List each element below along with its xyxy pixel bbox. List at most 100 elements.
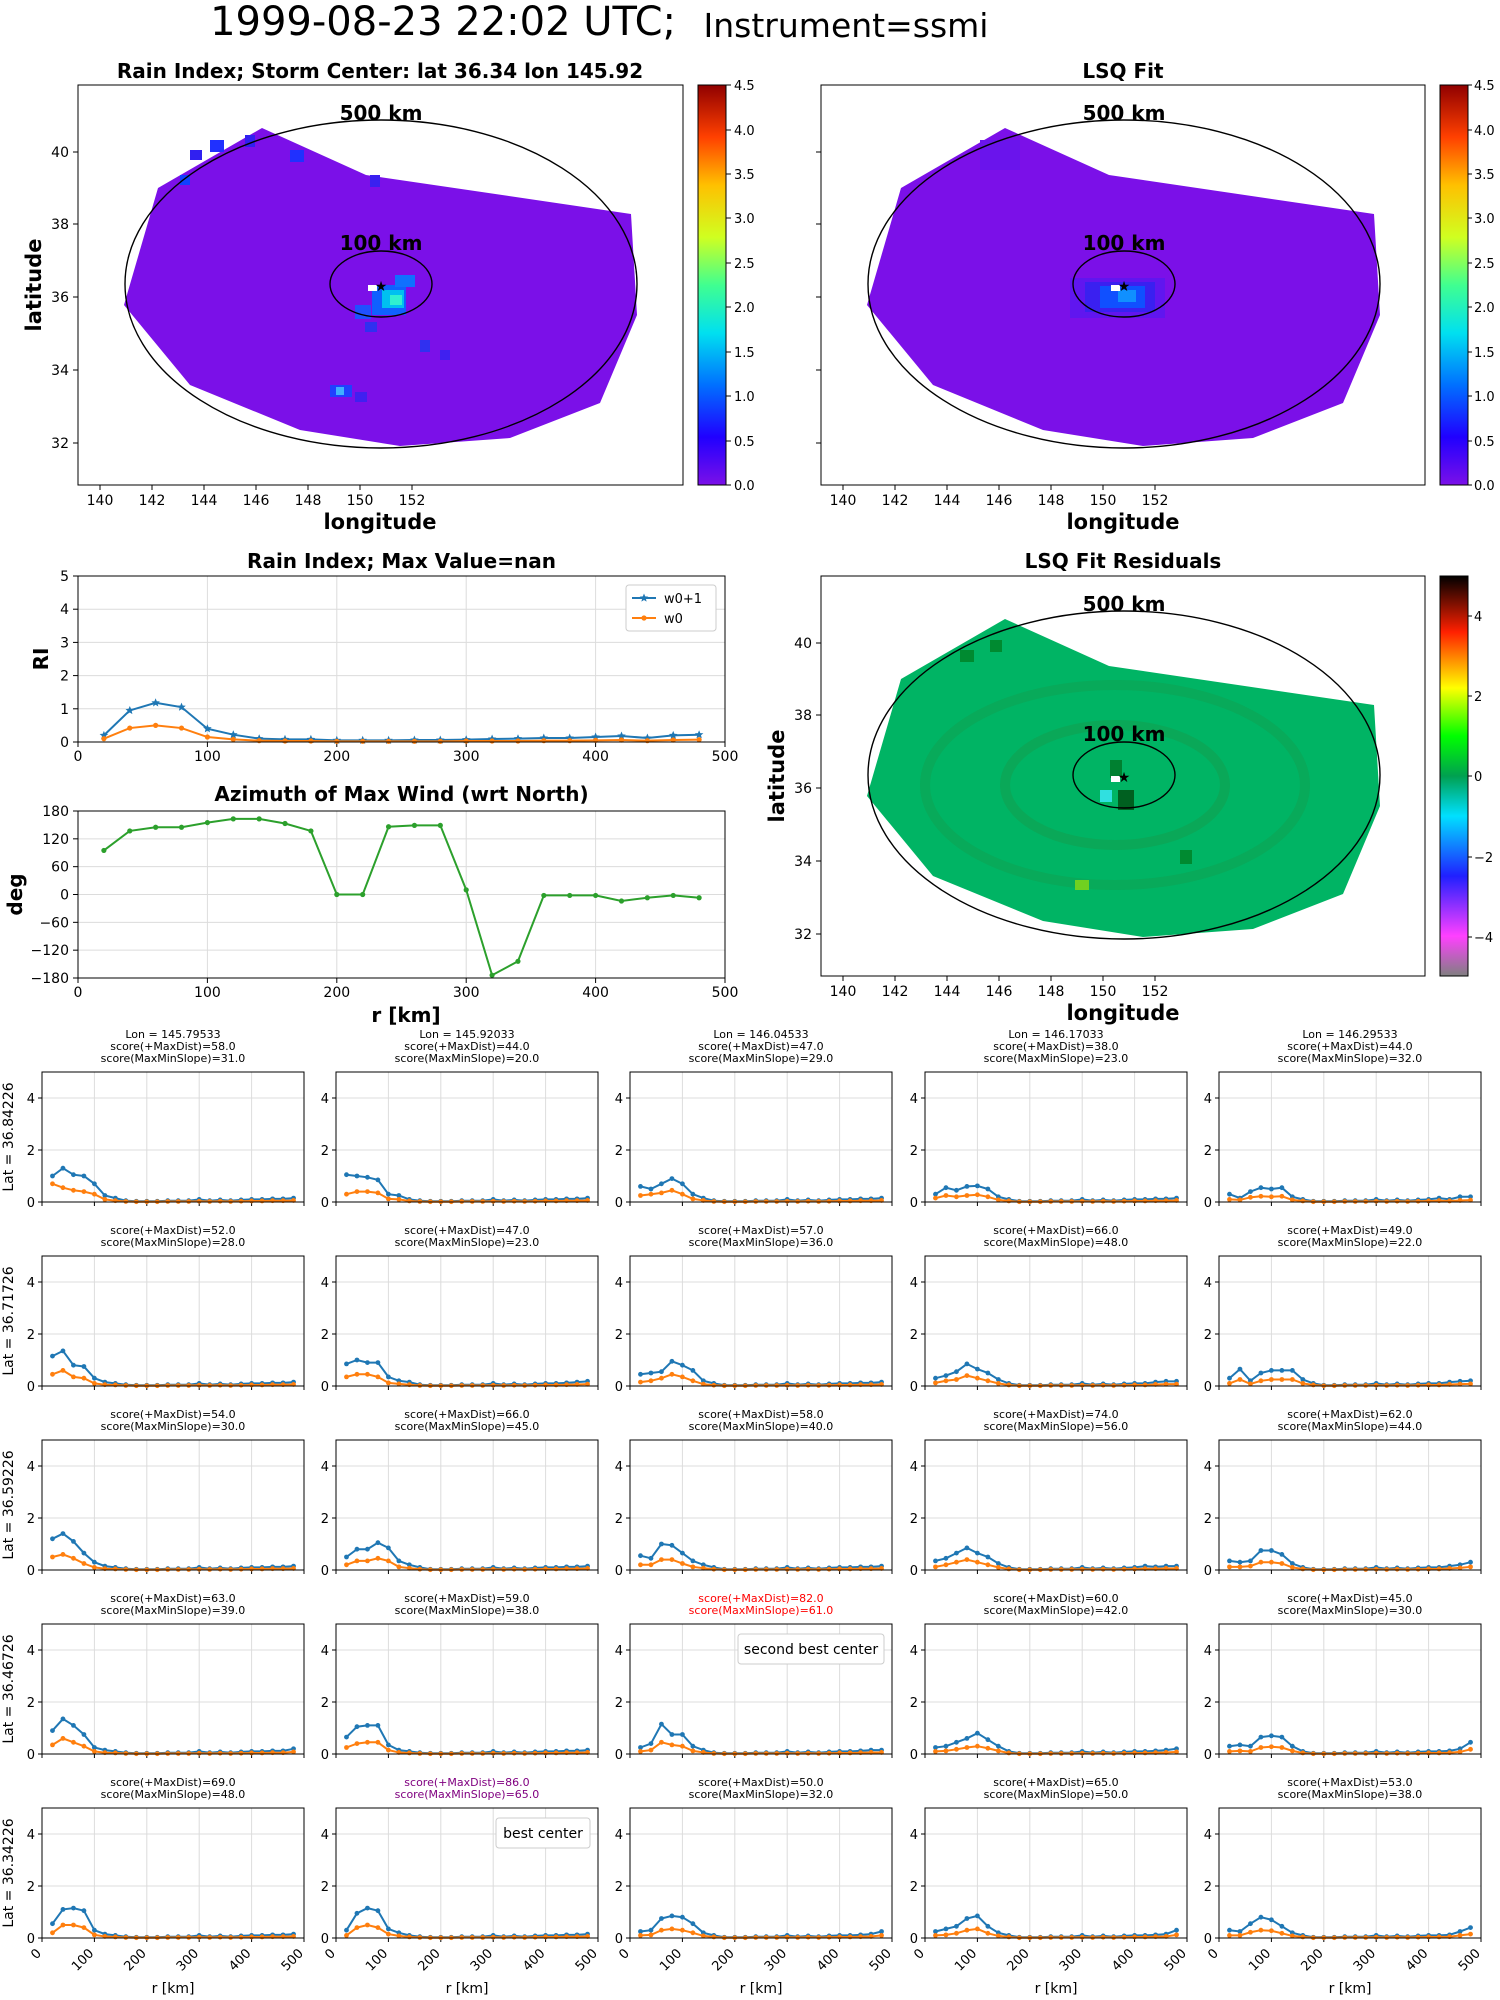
profile-y-tick-label: 0 bbox=[910, 1564, 918, 1579]
profile-point-w0 bbox=[1279, 1377, 1285, 1382]
profile-y-tick-label: 0 bbox=[27, 1564, 35, 1579]
profile-frame bbox=[335, 1623, 599, 1755]
profile-point-w0 bbox=[1111, 1751, 1117, 1756]
profile-xlabel: r [km] bbox=[1329, 1981, 1372, 1997]
profile-point-w0 bbox=[365, 1371, 370, 1377]
resid-blobs bbox=[920, 640, 1310, 890]
profile-plot-area bbox=[42, 1256, 304, 1386]
profile-x-tick-label: 500 bbox=[573, 1946, 601, 1974]
profile-point-w0p1 bbox=[375, 1908, 381, 1914]
rain-index-title: Rain Index; Max Value=nan bbox=[247, 549, 556, 573]
profile-point-w0 bbox=[217, 1382, 223, 1388]
profile-point-w0 bbox=[501, 1199, 507, 1204]
profile-point-w0p1 bbox=[60, 1716, 66, 1722]
profile-point-w0 bbox=[1269, 1559, 1274, 1565]
profile-point-w0 bbox=[1058, 1751, 1064, 1756]
profile-point-w0p1 bbox=[659, 1721, 664, 1727]
profile-point-w0 bbox=[60, 1185, 66, 1191]
svg-text:1.0: 1.0 bbox=[1474, 390, 1495, 405]
svg-text:146: 146 bbox=[986, 493, 1013, 509]
profile-point-w0p1 bbox=[1248, 1921, 1253, 1927]
profile-point-w0p1 bbox=[648, 1186, 654, 1192]
profile-point-w0 bbox=[669, 1187, 675, 1193]
profile-point-w0 bbox=[753, 1199, 759, 1204]
rain-index-point-w0 bbox=[463, 738, 469, 744]
profile-point-w0p1 bbox=[1468, 1559, 1473, 1565]
profile-point-w0p1 bbox=[659, 1916, 664, 1921]
profile-point-w0 bbox=[1090, 1935, 1096, 1940]
profile-y-tick-label: 4 bbox=[27, 1276, 35, 1291]
profile-point-w0 bbox=[459, 1567, 465, 1572]
profile-point-w0 bbox=[71, 1187, 76, 1193]
profile-y-tick-label: 2 bbox=[910, 1880, 918, 1895]
profile-point-w0p1 bbox=[700, 1562, 706, 1568]
profile-point-w0 bbox=[774, 1199, 780, 1204]
profile-point-w0p1 bbox=[680, 1181, 685, 1187]
profile-point-w0 bbox=[511, 1198, 517, 1204]
profile-point-w0 bbox=[700, 1565, 706, 1571]
profile-point-w0 bbox=[1258, 1378, 1264, 1384]
profile-y-tick-label: 2 bbox=[1204, 1696, 1212, 1711]
profile-y-tick-label: 2 bbox=[910, 1328, 918, 1343]
profile-point-w0 bbox=[659, 1375, 664, 1381]
profile-cell: 0 2 4 score(+MaxDist)=65.0score(MaxMinSlope… bbox=[910, 1776, 1190, 1997]
profile-point-w0 bbox=[1069, 1383, 1075, 1388]
profile-point-w0p1 bbox=[1279, 1552, 1285, 1557]
profile-point-w0p1 bbox=[985, 1923, 991, 1929]
profile-point-w0p1 bbox=[1468, 1925, 1473, 1930]
profile-point-w0p1 bbox=[60, 1348, 66, 1354]
profile-point-w0 bbox=[207, 1199, 213, 1204]
profile-point-w0 bbox=[1237, 1377, 1243, 1382]
profile-point-w0p1 bbox=[648, 1370, 654, 1376]
profile-point-w0 bbox=[1415, 1382, 1421, 1388]
profile-point-w0p1 bbox=[964, 1545, 970, 1551]
profile-point-w0 bbox=[1121, 1382, 1127, 1388]
profile-point-w0 bbox=[1363, 1751, 1369, 1756]
profile-plot-area bbox=[336, 1624, 598, 1754]
profile-point-w0p1 bbox=[1468, 1194, 1473, 1200]
profile-point-w0p1 bbox=[700, 1378, 706, 1384]
profile-point-w0 bbox=[638, 1749, 643, 1754]
profile-point-w0 bbox=[92, 1565, 97, 1570]
profile-point-w0p1 bbox=[344, 1172, 349, 1178]
profile-point-w0p1 bbox=[50, 1353, 55, 1359]
profile-point-w0 bbox=[1248, 1381, 1253, 1387]
rain-index-line-w0p1 bbox=[103, 701, 700, 742]
profile-point-w0 bbox=[985, 1194, 991, 1200]
profile-x-tick-label: 0 bbox=[911, 1946, 927, 1962]
svg-text:148: 148 bbox=[1038, 493, 1065, 509]
azimuth-y-tick-label: −60 bbox=[39, 915, 69, 931]
rain-index-point-w0p1 bbox=[177, 702, 186, 711]
profile-plot-area bbox=[1219, 1072, 1481, 1202]
profile-point-w0 bbox=[238, 1934, 244, 1940]
profile-point-w0 bbox=[238, 1198, 244, 1204]
svg-text:3.5: 3.5 bbox=[734, 168, 755, 183]
profile-point-w0 bbox=[784, 1934, 790, 1940]
rain-index-point-w0 bbox=[618, 737, 625, 743]
profile-point-w0 bbox=[1468, 1931, 1473, 1937]
profile-point-w0 bbox=[365, 1739, 370, 1745]
profile-plot-area bbox=[42, 1808, 304, 1938]
profile-point-w0p1 bbox=[92, 1181, 97, 1187]
profile-point-w0 bbox=[469, 1567, 475, 1572]
second-best-center-label: second best center bbox=[744, 1642, 878, 1658]
profile-frame bbox=[1218, 1623, 1482, 1755]
profile-point-w0 bbox=[1289, 1748, 1295, 1754]
profile-point-w0 bbox=[1468, 1746, 1473, 1752]
profile-cell: 0 2 4 score(+MaxDist)=50.0score(MaxMinSlope… bbox=[615, 1776, 895, 1997]
profile-point-w0p1 bbox=[943, 1743, 949, 1749]
profile-point-w0 bbox=[480, 1383, 486, 1388]
profile-y-tick-label: 4 bbox=[1204, 1460, 1212, 1475]
profile-point-w0 bbox=[50, 1181, 55, 1187]
profile-point-w0 bbox=[1289, 1377, 1295, 1382]
rain-index-y-tick-label: 4 bbox=[60, 602, 69, 618]
profile-point-w0 bbox=[207, 1751, 213, 1756]
profile-point-w0p1 bbox=[933, 1929, 938, 1934]
profile-point-w0 bbox=[102, 1197, 108, 1202]
profile-point-w0 bbox=[1100, 1566, 1106, 1572]
profile-point-w0 bbox=[522, 1567, 528, 1572]
profile-point-w0p1 bbox=[669, 1913, 675, 1919]
svg-text:142: 142 bbox=[882, 493, 909, 509]
svg-text:2.5: 2.5 bbox=[734, 257, 755, 272]
profile-title-line: score(MaxMinSlope)=50.0 bbox=[984, 1788, 1129, 1801]
